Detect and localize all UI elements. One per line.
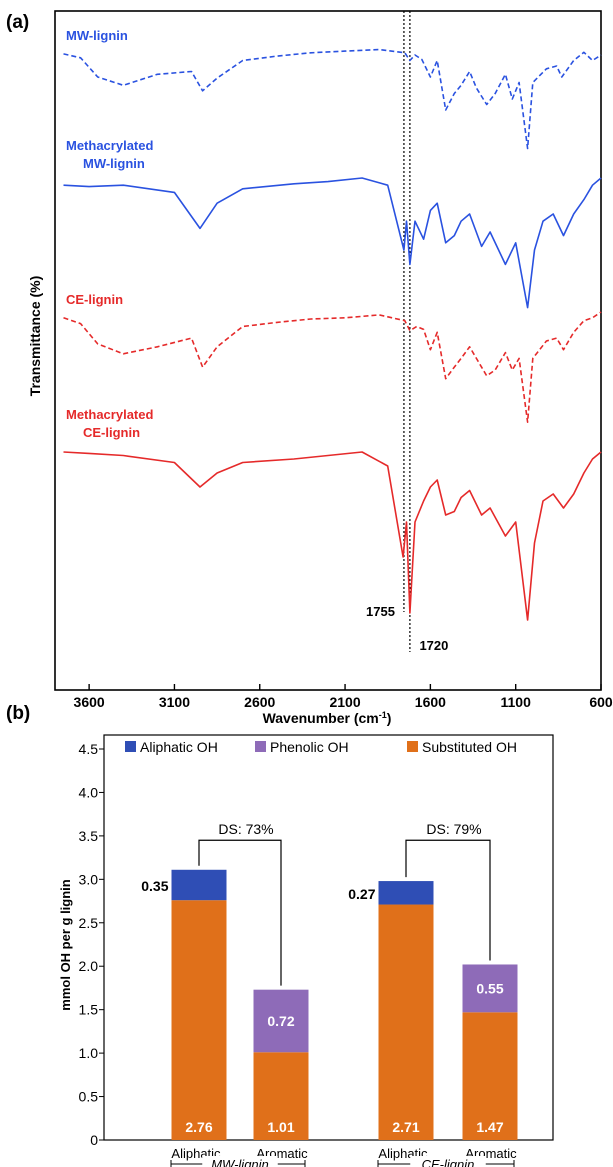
- legend-swatch-aliphatic-oh: [125, 741, 136, 752]
- series-label-line: Methacrylated: [66, 407, 153, 422]
- reference-label-1720: 1720: [419, 638, 448, 653]
- y-tick-label: 2.0: [79, 958, 99, 974]
- bar-segment-aliphatic-oh: [171, 869, 227, 901]
- x-tick-label: 2600: [244, 694, 275, 710]
- panel-b-frame: [103, 734, 554, 1141]
- y-tick-label: 4.0: [79, 784, 99, 800]
- legend-swatch-substituted-oh: [407, 741, 418, 752]
- panel-a-label: (a): [6, 12, 29, 33]
- data-label: 1.47: [476, 1119, 503, 1135]
- y-tick-label: 4.5: [79, 741, 99, 757]
- x-tick-label: 1600: [415, 694, 446, 710]
- y-tick-label: 0.5: [79, 1089, 99, 1105]
- series-label-line: CE-lignin: [66, 292, 123, 307]
- legend-label-phenolic-oh: Phenolic OH: [270, 739, 349, 755]
- spectrum-ce-lignin: [63, 311, 602, 423]
- bar-segment-substituted-oh: [171, 900, 227, 1140]
- x-tick-label: 3100: [159, 694, 190, 710]
- bar-segment-aliphatic-oh: [378, 881, 434, 905]
- data-label: 2.71: [392, 1119, 419, 1135]
- y-tick-label: 1.0: [79, 1045, 99, 1061]
- data-label: 1.01: [267, 1119, 294, 1135]
- y-tick-label: 3.0: [79, 871, 99, 887]
- legend-label-aliphatic-oh: Aliphatic OH: [140, 739, 218, 755]
- bar-segment-substituted-oh: [462, 1012, 518, 1140]
- panel-a-x-axis-label: Wavenumber (cm-1): [263, 710, 392, 726]
- group-label-bg: [410, 1156, 486, 1167]
- ds-bracket: [198, 839, 282, 986]
- series-label-mw-lignin: MW-lignin: [66, 28, 128, 43]
- x-tick-label: 600: [589, 694, 613, 710]
- x-axis-label-close: ): [387, 710, 392, 726]
- data-label: 0.72: [267, 1013, 294, 1029]
- spectrum-methacrylated-ce-lignin: [63, 451, 602, 621]
- data-label: 2.76: [185, 1119, 212, 1135]
- legend-label-substituted-oh: Substituted OH: [422, 739, 517, 755]
- y-tick-label: 1.5: [79, 1002, 99, 1018]
- y-tick-label: 2.5: [79, 915, 99, 931]
- panel-a-frame: [54, 10, 602, 691]
- data-label: 0.55: [476, 980, 503, 996]
- panel-b-label: (b): [6, 703, 30, 724]
- group-label-bg: [202, 1156, 278, 1167]
- bar-segment-phenolic-oh: [253, 989, 309, 1053]
- ds-label: DS: 73%: [218, 821, 273, 837]
- ds-bracket: [405, 839, 491, 961]
- group-label: MW-lignin: [211, 1157, 269, 1167]
- data-label: 0.35: [141, 878, 168, 894]
- bar-segment-substituted-oh: [253, 1052, 309, 1140]
- legend-swatch-phenolic-oh: [255, 741, 266, 752]
- spectrum-mw-lignin: [63, 48, 602, 150]
- spectrum-methacrylated-mw-lignin: [63, 177, 602, 309]
- panel-b-y-axis-label: mmol OH per g lignin: [58, 879, 73, 1011]
- series-label-ce-lignin: CE-lignin: [66, 292, 123, 307]
- group-label: CE-lignin: [422, 1157, 475, 1167]
- series-label-line: MW-lignin: [66, 28, 128, 43]
- bar-segment-phenolic-oh: [462, 964, 518, 1013]
- series-label-line: MW-lignin: [83, 156, 145, 171]
- series-label-methacrylated-mw-lignin: Methacrylated MW-lignin: [66, 138, 153, 171]
- data-label: 0.27: [348, 886, 375, 902]
- bar-segment-substituted-oh: [378, 904, 434, 1140]
- panel-a-y-axis-label: Transmittance (%): [27, 276, 43, 397]
- ds-label: DS: 79%: [426, 821, 481, 837]
- series-label-line: Methacrylated: [66, 138, 153, 153]
- y-tick-label: 0: [90, 1132, 98, 1148]
- x-tick-label: 2100: [329, 694, 360, 710]
- y-tick-label: 3.5: [79, 828, 99, 844]
- x-tick-label: 3600: [74, 694, 105, 710]
- series-label-line: CE-lignin: [83, 425, 140, 440]
- x-axis-label-superscript: -1: [379, 710, 387, 720]
- series-label-methacrylated-ce-lignin: Methacrylated CE-lignin: [66, 407, 153, 440]
- x-tick-label: 1100: [501, 694, 532, 710]
- x-axis-label-main: Wavenumber (cm: [263, 710, 379, 726]
- reference-label-1755: 1755: [366, 604, 395, 619]
